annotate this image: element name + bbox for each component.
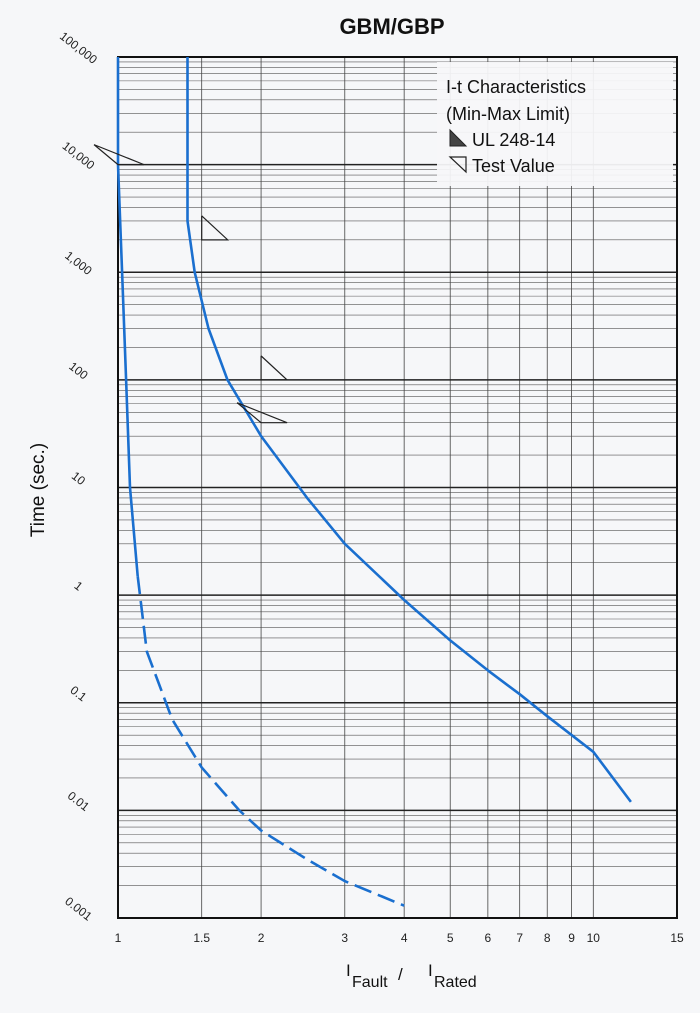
legend-title-line-1: I-t Characteristics [446, 77, 586, 97]
legend-test-marker-icon [448, 156, 467, 174]
plot-frame [117, 56, 678, 919]
x-tick-label: 2 [258, 931, 265, 945]
x-tick-label: 15 [670, 931, 684, 945]
x-label-denominator: I [428, 961, 433, 980]
ul-248-14-marker [93, 144, 145, 166]
x-tick-labels: 1 1.5 2 3 4 5 6 7 8 9 10 15 [115, 931, 684, 945]
max-limit-curve-solid [186, 57, 632, 803]
min-limit-curve-solid [116, 57, 139, 577]
x-tick-label: 1.5 [193, 931, 210, 945]
x-tick-label: 10 [587, 931, 601, 945]
legend: I-t Characteristics (Min-Max Limit) UL 2… [437, 62, 673, 186]
x-tick-label: 7 [516, 931, 523, 945]
min-limit-curve-dashed [136, 576, 405, 907]
x-tick-label: 3 [341, 931, 348, 945]
test-value-marker [260, 355, 289, 381]
x-label-denominator-sub: Rated [434, 974, 477, 991]
chart-title: GBM/GBP [339, 14, 444, 39]
limit-markers [93, 144, 289, 424]
x-tick-label: 1 [115, 931, 122, 945]
x-tick-label: 4 [401, 931, 408, 945]
x-label-numerator: I [346, 961, 351, 980]
legend-box [437, 62, 673, 186]
legend-title-line-2: (Min-Max Limit) [446, 104, 570, 124]
x-label-separator: / [398, 965, 403, 984]
test-value-marker [201, 215, 230, 241]
x-tick-label: 5 [447, 931, 454, 945]
legend-entry-ul: UL 248-14 [472, 130, 555, 150]
legend-ul-marker-icon [449, 128, 468, 147]
x-axis-label: I Fault / I Rated [346, 961, 477, 991]
x-tick-label: 9 [568, 931, 575, 945]
curves [116, 57, 632, 907]
legend-entry-test: Test Value [472, 156, 555, 176]
x-label-numerator-sub: Fault [352, 974, 388, 991]
ul-248-14-marker [236, 402, 288, 424]
y-axis-label: Time (sec.) [28, 443, 49, 537]
x-tick-label: 6 [485, 931, 492, 945]
x-tick-label: 8 [544, 931, 551, 945]
